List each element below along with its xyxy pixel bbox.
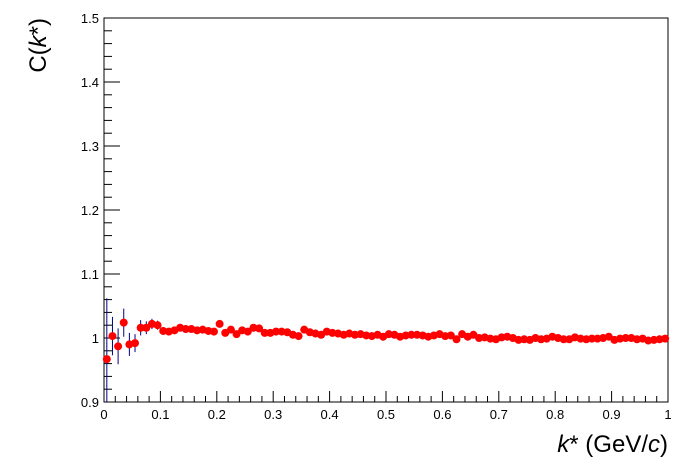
data-point (136, 323, 145, 332)
data-point (587, 334, 596, 343)
y-tick-label: 1.3 (81, 139, 99, 154)
x-tick-label: 0.1 (151, 407, 169, 422)
data-point (131, 339, 140, 348)
x-tick-label: 0.6 (433, 407, 451, 422)
data-point (226, 325, 235, 334)
x-tick-label: 0.2 (208, 407, 226, 422)
x-tick-label: 1 (664, 407, 671, 422)
x-tick-label: 0 (100, 407, 107, 422)
y-tick-label: 1.4 (81, 75, 99, 90)
data-point (255, 324, 264, 333)
data-points (102, 318, 670, 364)
data-point (181, 325, 190, 334)
data-point (446, 331, 455, 340)
data-point (114, 342, 123, 351)
x-tick-label: 0.5 (377, 407, 395, 422)
data-point (559, 335, 568, 344)
data-point (294, 332, 303, 341)
y-tick-label: 1.2 (81, 203, 99, 218)
data-point (232, 330, 241, 339)
data-point (142, 323, 151, 332)
x-tick-label: 0.3 (264, 407, 282, 422)
axis-tick-labels: 0 0.1 0.2 0.3 0.4 0.5 0.6 0.7 0.8 0.9 1 0.9 1 1.1 1.2 1… (81, 11, 672, 422)
data-point (272, 327, 281, 336)
y-tick-label: 1 (92, 331, 99, 346)
data-point (452, 335, 461, 344)
data-point (260, 328, 269, 337)
data-point (407, 330, 416, 339)
data-point (119, 318, 128, 327)
x-tick-label: 0.9 (603, 407, 621, 422)
data-point (108, 332, 117, 341)
plot-frame (103, 17, 669, 403)
y-axis-title: C(k*) (25, 18, 52, 73)
axis-ticks (103, 17, 669, 403)
x-tick-label: 0.8 (546, 407, 564, 422)
data-point (215, 319, 224, 328)
data-point (102, 355, 111, 364)
data-point (243, 327, 252, 336)
y-tick-label: 1.1 (81, 267, 99, 282)
data-point (209, 327, 218, 336)
data-point (661, 334, 670, 343)
data-point (153, 321, 162, 330)
y-tick-label: 0.9 (81, 395, 99, 410)
y-tick-label: 1.5 (81, 11, 99, 26)
x-tick-label: 0.4 (321, 407, 339, 422)
x-tick-label: 0.7 (490, 407, 508, 422)
data-point (621, 334, 630, 342)
error-bars (104, 298, 668, 402)
x-axis-title: k* (GeV/c) (557, 431, 668, 458)
